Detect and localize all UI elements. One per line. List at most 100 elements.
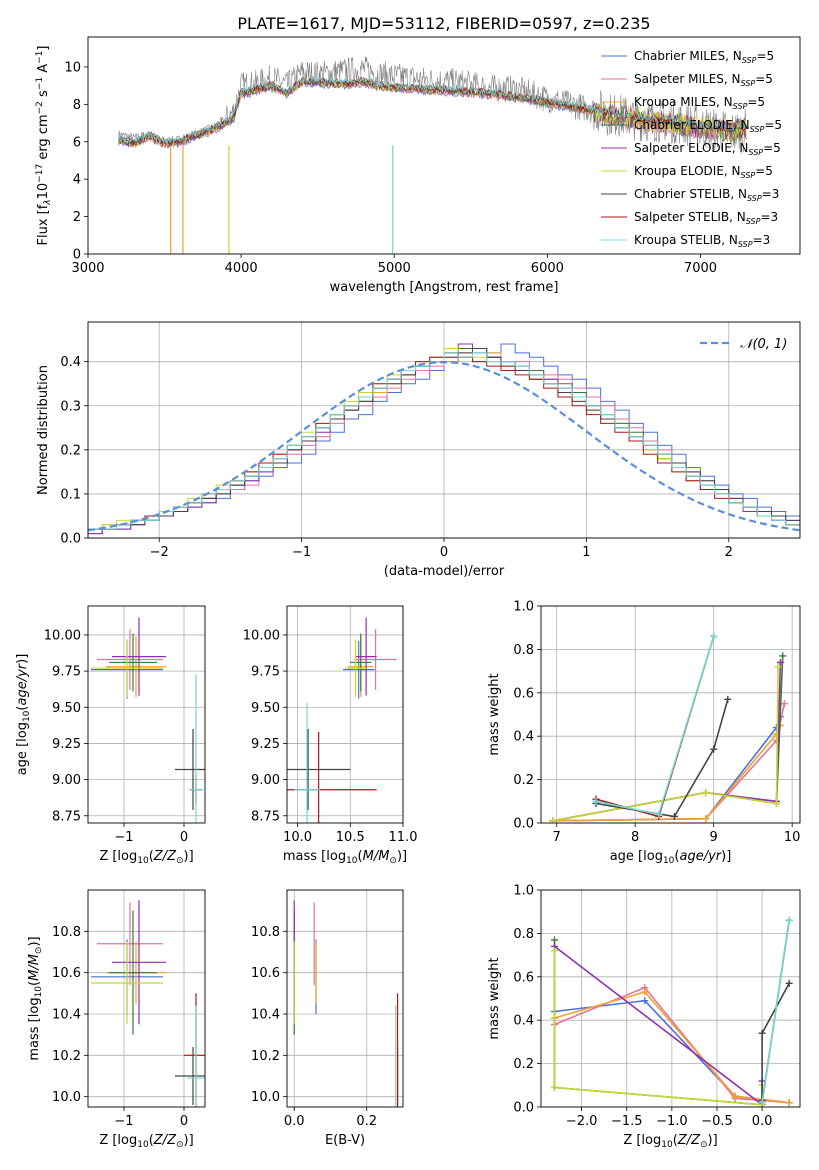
y-tick-label: 9.75 [251,665,280,680]
x-axis-label: wavelength [Angstrom, rest frame] [330,280,559,295]
age_vs_Z-panel: −1 0 8.75 9.00 9.25 9.50 9.75 10.00 Z [log10(Z/Z… [15,605,206,866]
massweight_vs_age-plot-area [549,632,788,823]
mass-weight-line [552,666,779,822]
age_vs_Z-plot-area [91,617,205,823]
x-tick-label: 7 [553,830,561,845]
x-tick-label: 1 [582,545,590,560]
x-tick-label: 6000 [531,261,564,276]
y-tick-label: 10.0 [52,1090,81,1105]
x-axis-label: Z [log10(Z/Z⊙)] [99,849,193,866]
axes-frame [87,889,206,1108]
mass-weight-line [595,699,729,818]
mass-weight-line [554,945,763,1107]
mass-weight-line [761,982,790,1101]
mass_vs_EBV-panel: 0.0 0.2 10.0 10.2 10.4 10.6 10.8 E(B-V) [251,889,404,1148]
x-tick-label: 10 [784,830,801,845]
legend-label: 𝒩(0, 1) [740,337,787,352]
x-axis-label: E(B-V) [325,1133,365,1148]
histogram-step [88,352,800,538]
massweight_vs_Z-panel: −2.0 −1.5 −1.0 −0.5 0.0 0.0 0.2 0.4 0.6 0.8 1.0 Z [… [487,884,801,1150]
x-tick-label: −1 [114,1114,133,1129]
x-tick-label: 3000 [71,261,104,276]
x-tick-label: 7000 [684,261,717,276]
x-tick-label: 10.5 [336,830,365,845]
axes-frame [87,605,206,824]
y-tick-label: 9.00 [52,773,81,788]
y-tick-label: 2 [73,210,81,225]
y-tick-label: 0.4 [513,1014,534,1029]
x-tick-label: 0.0 [752,1114,773,1129]
mass-weight-line [552,662,782,822]
y-tick-label: 0.0 [513,817,534,832]
mass-weight-line [552,655,784,822]
x-tick-label: 4000 [225,261,258,276]
y-tick-label: 1.0 [513,884,534,899]
y-tick-label: 10.4 [251,1008,280,1023]
x-axis-label: Z [log10(Z/Z⊙)] [99,1133,193,1150]
x-tick-label: 8 [631,830,639,845]
y-tick-label: 9.75 [52,665,81,680]
x-tick-label: 5000 [378,261,411,276]
y-tick-label: 9.00 [251,773,280,788]
y-tick-label: 10.00 [243,628,280,643]
y-axis-label: Normed distribution [36,365,51,495]
mass_vs_EBV-plot-area [293,900,399,1107]
mass_vs_Z-panel: −1 0 10.0 10.2 10.4 10.6 10.8 Z [log10(Z/Z⊙)] ma… [27,889,206,1150]
y-tick-label: 0.0 [60,532,81,547]
y-tick-label: 10.2 [52,1049,81,1064]
x-tick-label: −1.5 [611,1114,643,1129]
axes-frame [540,605,801,824]
mass_vs_Z-plot-area [91,900,205,1107]
y-tick-label: 0.2 [513,1057,534,1072]
y-tick-label: 0.8 [513,643,534,658]
y-tick-label: 6 [73,135,81,150]
y-tick-label: 0.6 [513,686,534,701]
x-tick-label: 0 [440,545,448,560]
legend-label: Kroupa MILES, NSSP=5 [634,95,765,111]
y-tick-label: 10.8 [251,925,280,940]
normal-curve [88,360,800,532]
y-tick-label: 10.00 [44,628,81,643]
y-tick-label: 0.4 [513,730,534,745]
x-tick-label: 0 [180,1114,188,1129]
y-tick-label: 8.75 [52,809,81,824]
axes-frame [286,889,404,1108]
legend-label: Kroupa STELIB, NSSP=3 [634,233,770,249]
x-tick-label: 10.0 [283,830,312,845]
massweight_vs_Z-plot-area [551,916,793,1107]
axes-frame [286,605,404,824]
y-tick-label: 9.25 [52,737,81,752]
y-tick-label: 10.2 [251,1049,280,1064]
model-spectrum-line [118,74,747,144]
legend-label: Chabrier ELODIE, NSSP=5 [634,118,782,134]
spectrum-panel: 3000 4000 5000 6000 7000 0 2 4 6 8 10 wavelength [A… [35,36,801,295]
legend-label: Salpeter MILES, NSSP=5 [634,72,773,88]
y-tick-label: 10.8 [52,925,81,940]
residuals-plot-area [88,343,800,538]
y-tick-label: 10.6 [251,966,280,981]
x-tick-label: −0.5 [701,1114,733,1129]
x-tick-label: −1 [114,830,133,845]
age_vs_mass-plot-area [287,617,397,823]
x-axis-label: (data-model)/error [384,564,505,579]
x-tick-label: −2.0 [566,1114,598,1129]
y-axis-label: Flux [fλ10−17 erg cm−2 s−1 A−1] [35,46,53,246]
y-tick-label: 10 [64,60,81,75]
massweight_vs_age-panel: 7 8 9 10 0.0 0.2 0.4 0.6 0.8 1.0 age [log10(age/yr… [487,600,801,866]
residuals-panel: −2 −1 0 1 2 0.0 0.1 0.2 0.3 0.4 (data-model)/error… [36,321,801,579]
legend-label: Salpeter ELODIE, NSSP=5 [634,141,781,157]
age_vs_mass-panel: 10.0 10.5 11.0 8.75 9.00 9.25 9.50 9.75 10.00 mas… [243,605,417,866]
legend-label: Chabrier STELIB, NSSP=3 [634,187,779,203]
y-tick-label: 9.50 [52,701,81,716]
y-tick-label: 10.6 [52,966,81,981]
mass-weight-line [552,716,782,822]
y-tick-label: 9.25 [251,737,280,752]
y-tick-label: 4 [73,173,81,188]
y-axis-label: mass weight [487,673,502,755]
y-tick-label: 0.3 [60,399,81,414]
legend-label: Salpeter STELIB, NSSP=3 [634,210,778,226]
axes-frame [87,321,801,539]
y-tick-label: 0.2 [513,773,534,788]
legend-label: Chabrier MILES, NSSP=5 [634,49,774,65]
